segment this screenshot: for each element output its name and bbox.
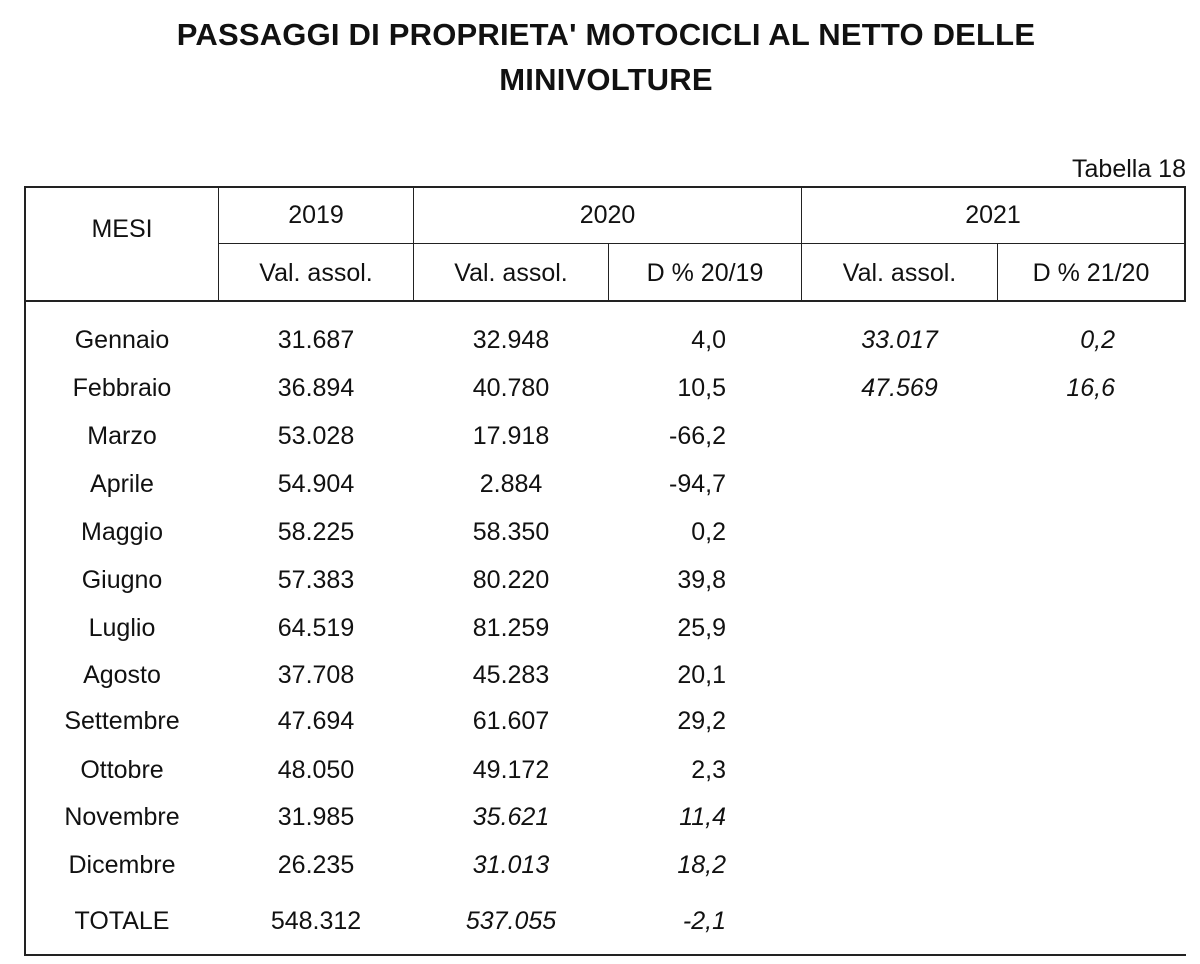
row-delta-2020: 0,2 bbox=[691, 518, 726, 546]
row-value-2019: 64.519 bbox=[277, 614, 355, 642]
title-line-2: MINIVOLTURE bbox=[499, 62, 713, 97]
row-value-2021: 47.569 bbox=[861, 374, 938, 402]
table-left-border bbox=[24, 186, 26, 956]
months-column-divider bbox=[218, 186, 219, 302]
header-val-2021: Val. assol. bbox=[842, 259, 957, 287]
row-value-2020: 17.918 bbox=[472, 422, 550, 450]
header-delta-2020: D % 20/19 bbox=[646, 259, 764, 287]
header-year-2019: 2019 bbox=[288, 201, 344, 229]
row-value-2019: 58.225 bbox=[277, 518, 355, 546]
total-label: TOTALE bbox=[74, 907, 170, 935]
page-title: PASSAGGI DI PROPRIETA' MOTOCICLI AL NETT… bbox=[0, 12, 1200, 102]
row-value-2020: 40.780 bbox=[472, 374, 550, 402]
row-value-2020: 2.884 bbox=[479, 470, 543, 498]
year-header-divider bbox=[218, 243, 1186, 244]
row-delta-2020: 18,2 bbox=[677, 851, 726, 879]
year-2019-divider bbox=[413, 186, 414, 302]
row-value-2019: 31.687 bbox=[277, 326, 355, 354]
row-delta-2020: 10,5 bbox=[677, 374, 726, 402]
total-value-2020: 537.055 bbox=[465, 907, 557, 935]
row-value-2019: 53.028 bbox=[277, 422, 355, 450]
row-value-2019: 37.708 bbox=[277, 661, 355, 689]
row-delta-2020: 39,8 bbox=[677, 566, 726, 594]
header-delta-2021: D % 21/20 bbox=[1032, 259, 1150, 287]
header-val-2020: Val. assol. bbox=[454, 259, 568, 287]
header-val-2019: Val. assol. bbox=[259, 259, 373, 287]
row-value-2020: 45.283 bbox=[472, 661, 550, 689]
title-line-1: PASSAGGI DI PROPRIETA' MOTOCICLI AL NETT… bbox=[176, 17, 1036, 52]
table-right-border bbox=[1184, 186, 1186, 302]
row-month: Novembre bbox=[64, 803, 180, 831]
header-bottom-border bbox=[24, 300, 1186, 302]
row-delta-2020: 11,4 bbox=[679, 803, 726, 831]
row-month: Aprile bbox=[90, 470, 154, 498]
table-top-border bbox=[24, 186, 1186, 188]
row-delta-2020: -94,7 bbox=[669, 470, 726, 498]
row-month: Maggio bbox=[81, 518, 163, 546]
delta-2021-divider bbox=[997, 244, 998, 302]
table-number-label: Tabella 18 bbox=[1072, 155, 1186, 183]
row-delta-2020: 20,1 bbox=[677, 661, 726, 689]
row-value-2019: 31.985 bbox=[277, 803, 355, 831]
row-month: Settembre bbox=[64, 707, 180, 735]
row-month: Luglio bbox=[88, 614, 156, 642]
row-value-2019: 48.050 bbox=[277, 756, 355, 784]
row-value-2020: 31.013 bbox=[472, 851, 550, 879]
row-value-2020: 49.172 bbox=[472, 756, 550, 784]
header-year-2021: 2021 bbox=[965, 201, 1021, 229]
row-value-2020: 61.607 bbox=[472, 707, 550, 735]
row-value-2020: 58.350 bbox=[472, 518, 550, 546]
row-delta-2020: 2,3 bbox=[691, 756, 726, 784]
header-year-2020: 2020 bbox=[579, 201, 636, 229]
row-delta-2020: 29,2 bbox=[677, 707, 726, 735]
table-bottom-border bbox=[24, 954, 1186, 956]
row-value-2021: 33.017 bbox=[861, 326, 938, 354]
row-delta-2020: 4,0 bbox=[691, 326, 726, 354]
row-value-2019: 26.235 bbox=[277, 851, 355, 879]
row-delta-2021: 16,6 bbox=[1066, 374, 1115, 402]
row-month: Marzo bbox=[87, 422, 157, 450]
row-month: Giugno bbox=[81, 566, 163, 594]
row-month: Agosto bbox=[83, 661, 161, 689]
total-value-2019: 548.312 bbox=[270, 907, 362, 935]
row-month: Ottobre bbox=[80, 756, 164, 784]
row-value-2019: 47.694 bbox=[277, 707, 355, 735]
row-delta-2020: -66,2 bbox=[669, 422, 726, 450]
row-value-2019: 57.383 bbox=[277, 566, 355, 594]
row-month: Dicembre bbox=[68, 851, 176, 879]
row-value-2019: 54.904 bbox=[277, 470, 355, 498]
row-delta-2021: 0,2 bbox=[1080, 326, 1115, 354]
row-value-2020: 32.948 bbox=[472, 326, 550, 354]
year-2020-divider bbox=[801, 186, 802, 302]
row-value-2020: 81.259 bbox=[472, 614, 550, 642]
row-month: Febbraio bbox=[72, 374, 172, 402]
row-value-2020: 80.220 bbox=[472, 566, 550, 594]
header-months: MESI bbox=[91, 215, 153, 243]
delta-2020-divider bbox=[608, 244, 609, 302]
total-delta-2020: -2,1 bbox=[682, 907, 726, 935]
row-month: Gennaio bbox=[74, 326, 170, 354]
row-delta-2020: 25,9 bbox=[677, 614, 726, 642]
row-value-2020: 35.621 bbox=[472, 803, 550, 831]
row-value-2019: 36.894 bbox=[277, 374, 355, 402]
